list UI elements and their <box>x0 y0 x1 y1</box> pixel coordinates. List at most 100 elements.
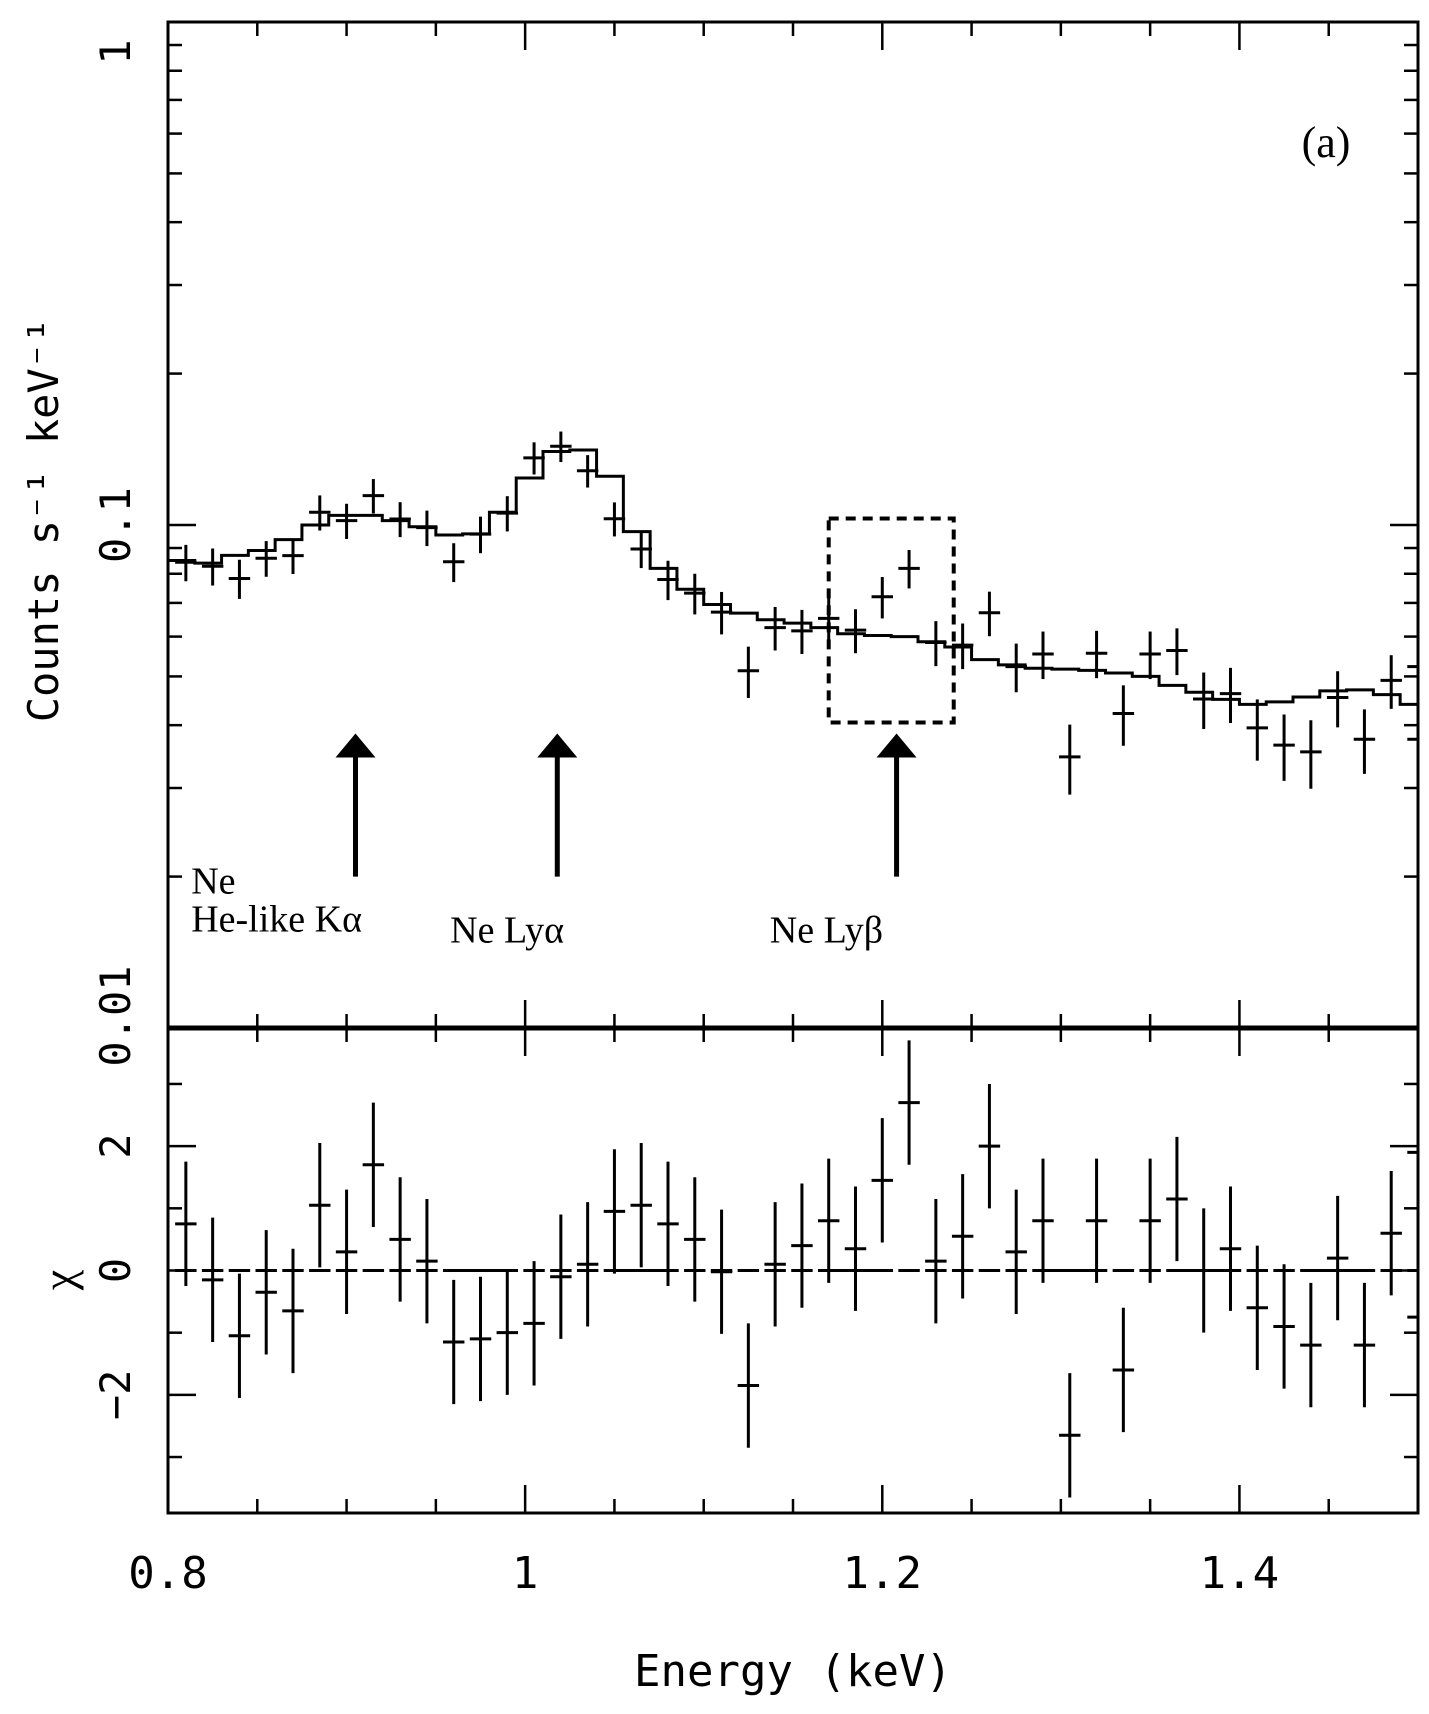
residual-data-point <box>630 1143 652 1272</box>
spectrum-data-point <box>335 503 358 539</box>
residual-data-point <box>925 1198 947 1324</box>
spectrum-data-point <box>1246 699 1268 761</box>
residual-data-point <box>1139 1158 1161 1283</box>
spectrum-data-point <box>389 502 411 538</box>
residual-data-point <box>791 1183 813 1308</box>
spectrum-data-point <box>764 607 786 651</box>
spectrum-data-point <box>791 609 813 655</box>
residual-data-point <box>523 1261 545 1386</box>
spectrum-data-point <box>576 455 599 488</box>
x-tick-label: 1.4 <box>1200 1548 1279 1599</box>
spectrum-data-point <box>1273 714 1295 781</box>
residuals-y-tick-labels: −2 0 2 <box>91 1133 140 1420</box>
spectrum-data-point <box>1219 667 1242 723</box>
residual-data-point <box>1005 1189 1027 1315</box>
residual-data-point <box>818 1158 840 1283</box>
annotation-label: Ne Lyα <box>450 909 564 951</box>
spectrum-data-point <box>309 495 331 531</box>
residual-data-point <box>175 1161 197 1287</box>
spectrum-y-axis-label: Counts s⁻¹ keV⁻¹ <box>19 318 68 723</box>
residual-data-point <box>1085 1158 1108 1283</box>
residuals-y-tick-label: 2 <box>91 1133 140 1158</box>
spectrum-data-point <box>710 591 733 635</box>
spectrum-data-point <box>1380 655 1402 709</box>
residual-data-point <box>1193 1208 1215 1333</box>
spectrum-data-point <box>1032 631 1054 680</box>
residual-data-point <box>201 1217 224 1343</box>
residual-data-point <box>1059 1269 1081 1498</box>
residuals-y-axis-label: χ <box>33 1269 84 1291</box>
highlight-box <box>826 516 956 725</box>
line-annotation: Ne Lyβ <box>770 733 917 951</box>
residual-data-point <box>282 1248 304 1374</box>
residual-data-point <box>603 1149 626 1274</box>
x-tick-labels: 0.8 1 1.2 1.4 <box>128 1548 1279 1599</box>
spectrum-data-point <box>1166 628 1188 676</box>
residual-data-point <box>737 1269 760 1448</box>
residuals-panel: χ −2 0 2 <box>33 1026 1420 1515</box>
spectrum-y-tick-label: 0.01 <box>91 965 140 1066</box>
spectrum-data-point <box>1300 720 1322 789</box>
residual-data-point <box>1300 1269 1322 1408</box>
spectrum-data-point <box>1353 709 1376 774</box>
spectrum-data-point <box>1326 671 1349 728</box>
spectrum-data-point <box>657 560 679 601</box>
annotation-label: He-like Kα <box>191 899 362 941</box>
spectrum-data-point <box>925 621 947 667</box>
model-curve <box>168 448 1418 706</box>
residual-data-point <box>443 1269 465 1405</box>
residual-data-point <box>1166 1136 1188 1272</box>
spectrum-data-point <box>951 623 974 670</box>
spectrum-data-point <box>1059 724 1081 795</box>
residual-data-point <box>710 1209 733 1334</box>
spectrum-data-point <box>201 548 224 586</box>
residual-data-point <box>416 1198 438 1324</box>
spectrum-data-point <box>630 531 652 569</box>
residual-data-point <box>1273 1264 1295 1389</box>
spectrum-data-point <box>550 431 572 463</box>
spectrum-data-point <box>978 591 1001 637</box>
model-curve-group <box>168 448 1418 706</box>
spectrum-data-point <box>175 544 197 582</box>
residual-data-point <box>389 1177 411 1302</box>
spectrum-data-point <box>684 573 706 615</box>
residual-data-point <box>684 1177 706 1302</box>
residual-data-point <box>1380 1171 1402 1296</box>
spectrum-data-point <box>818 597 840 642</box>
x-tick-label: 1 <box>512 1548 539 1599</box>
residual-data-point <box>1112 1269 1135 1433</box>
residual-data-point <box>550 1214 572 1339</box>
annotation-label: Ne <box>191 861 235 903</box>
spectrum-data-point <box>1005 643 1027 693</box>
spectrum-data-point <box>1112 685 1135 746</box>
x-tick-label: 1.2 <box>843 1548 922 1599</box>
residual-data-point <box>496 1269 518 1395</box>
arrow-head <box>876 733 917 758</box>
residuals-y-tick-label: 0 <box>91 1258 140 1283</box>
spectrum-y-tick-label: 0.1 <box>91 487 140 563</box>
spectrum-y-tick-label: 1 <box>91 39 140 64</box>
residual-data-point <box>844 1186 867 1311</box>
residual-data-point <box>764 1202 786 1327</box>
residual-data-point <box>469 1269 492 1402</box>
spectrum-data-point <box>469 516 492 554</box>
spectrum-data-point <box>362 479 385 514</box>
residual-data-point <box>1353 1269 1376 1408</box>
residual-data-point <box>309 1143 331 1272</box>
spectrum-data-point <box>255 541 277 577</box>
x-axis-label: Energy (keV) <box>634 1646 952 1697</box>
x-tick-label: 0.8 <box>128 1548 207 1599</box>
residual-data-point <box>255 1230 277 1355</box>
spectrum-data-point <box>1193 672 1215 730</box>
spectrum-data-point <box>1139 631 1161 680</box>
annotation-label: Ne Lyβ <box>770 909 883 951</box>
residual-data-point <box>951 1174 974 1299</box>
residual-data-point <box>898 1040 920 1272</box>
spectrum-data-point <box>737 646 760 698</box>
panel-label: (a) <box>1302 118 1351 167</box>
residuals-y-tick-label: −2 <box>91 1370 140 1421</box>
